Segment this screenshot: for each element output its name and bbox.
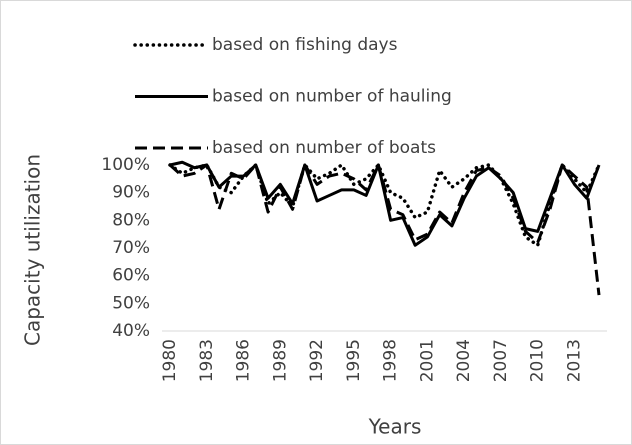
y-tick-label: 90%: [112, 183, 150, 203]
y-tick-label: 100%: [101, 155, 150, 175]
y-tick-label: 40%: [112, 321, 150, 341]
x-tick-label: 1992: [307, 339, 327, 382]
x-tick-label: 1983: [197, 339, 217, 382]
y-tick-label: 80%: [112, 210, 150, 230]
legend-label: based on number of hauling: [212, 87, 452, 107]
x-axis-title: Years: [368, 415, 422, 439]
y-tick-label: 60%: [112, 266, 150, 286]
y-tick-label: 50%: [112, 293, 150, 313]
x-tick-label: 2004: [454, 339, 474, 382]
x-tick-label: 2007: [491, 339, 511, 382]
x-tick-label: 1989: [270, 339, 290, 382]
y-tick-label: 70%: [112, 238, 150, 258]
x-tick-label: 1995: [344, 339, 364, 382]
x-tick-label: 1986: [234, 339, 254, 382]
y-axis-title: Capacity utilization: [21, 154, 45, 346]
legend-label: based on number of boats: [212, 138, 436, 158]
x-tick-label: 2010: [528, 339, 548, 382]
series-line: [168, 163, 601, 296]
legend-label: based on fishing days: [212, 35, 398, 55]
x-tick-label: 2001: [417, 339, 437, 382]
x-tick-label: 2013: [564, 339, 584, 382]
x-tick-label: 1980: [160, 339, 180, 382]
series-line: [168, 163, 601, 247]
x-tick-label: 1998: [381, 339, 401, 382]
